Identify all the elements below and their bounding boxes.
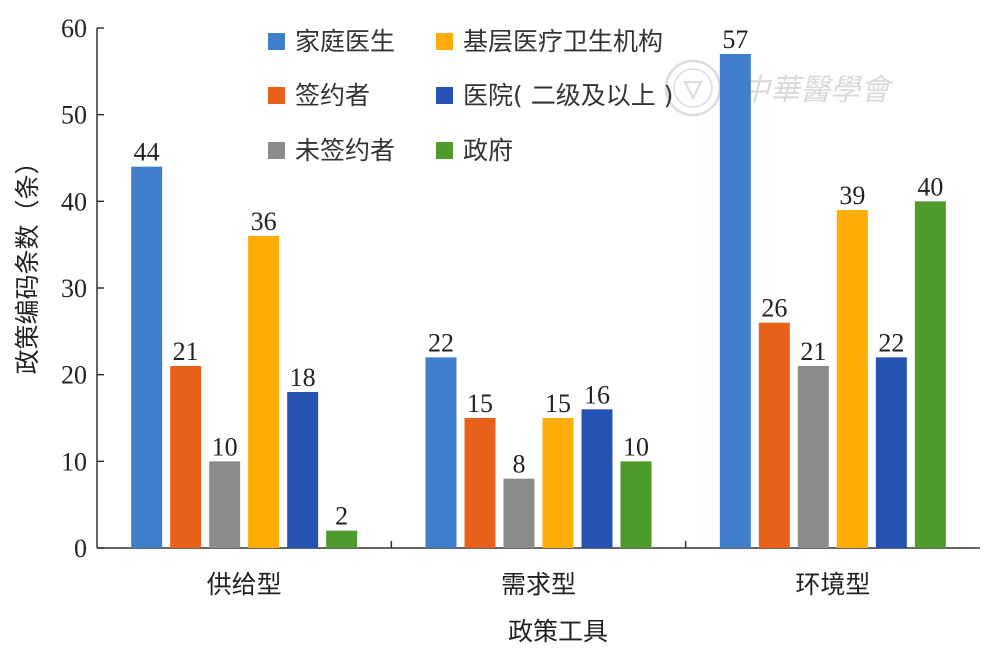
y-axis-title: 政策编码条数（条） [13,149,42,374]
legend-label: 医院( 二级及以上 ) [463,81,673,110]
legend-label: 未签约者 [295,136,395,165]
legend-item: 未签约者 [268,136,395,165]
bar [503,478,535,548]
data-label: 57 [722,25,748,54]
x-axis: 供给型 需求型 环境型 [97,541,980,599]
bar [464,418,496,548]
x-tick-label: 供给型 [207,570,282,599]
legend-swatch [268,87,285,104]
data-label: 44 [134,138,160,167]
data-label: 40 [917,172,943,201]
watermark: 中華醫學會 [664,59,894,117]
data-label: 26 [761,294,787,323]
bar [248,236,280,548]
seal-icon [664,59,722,117]
bars [131,54,946,549]
data-label: 21 [173,337,199,366]
data-label: 10 [623,432,649,461]
bar [758,322,790,548]
legend-label: 政府 [463,136,513,165]
bar [287,392,319,548]
y-tick-label: 20 [61,361,87,390]
y-axis: 0 10 20 30 40 50 60 [61,14,104,563]
legend-label: 签约者 [295,81,370,110]
bar [425,357,457,548]
data-label: 16 [584,380,610,409]
legend-item: 签约者 [268,81,370,110]
legend-item: 家庭医生 [268,27,395,56]
bar [581,409,613,548]
x-tick-label: 需求型 [501,570,576,599]
data-label: 2 [335,502,348,531]
data-label: 15 [467,389,493,418]
data-label: 22 [428,328,454,357]
x-axis-title: 政策工具 [508,617,608,646]
legend-swatch [436,87,453,104]
data-label: 10 [212,432,238,461]
bar [131,166,163,548]
legend-label: 家庭医生 [295,27,395,56]
legend-swatch [436,142,453,159]
y-tick-label: 50 [61,101,87,130]
bar [326,530,358,548]
legend-swatch [268,33,285,50]
y-tick-label: 60 [61,14,87,43]
y-tick-label: 10 [61,447,87,476]
data-label: 8 [513,450,526,479]
data-label: 22 [878,328,904,357]
legend-item: 医院( 二级及以上 ) [436,81,673,110]
bar [209,461,241,548]
data-label: 21 [800,337,826,366]
x-tick-label: 环境型 [795,570,870,599]
bar [170,366,202,548]
y-tick-label: 40 [61,187,87,216]
y-tick-label: 30 [61,274,87,303]
bar [875,357,907,548]
bar [797,366,829,548]
bar [719,54,751,548]
legend-label: 基层医疗卫生机构 [463,27,663,56]
data-label: 15 [545,389,571,418]
legend-item: 基层医疗卫生机构 [436,27,663,56]
y-tick-label: 0 [74,534,87,563]
bar [836,210,868,548]
data-label: 36 [251,207,277,236]
bar [542,418,574,548]
bar [914,201,946,549]
data-label: 39 [839,181,865,210]
legend-item: 政府 [436,136,513,165]
data-label: 18 [290,363,316,392]
watermark-text: 中華醫學會 [740,73,894,108]
bar [620,461,652,548]
legend-swatch [436,33,453,50]
legend-swatch [268,142,285,159]
